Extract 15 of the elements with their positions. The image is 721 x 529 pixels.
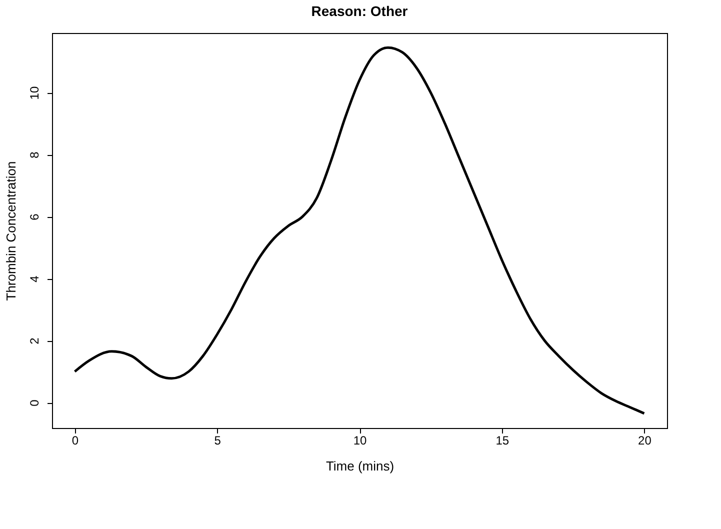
x-tick-label: 10 [353, 434, 367, 448]
x-tick-label: 15 [496, 434, 510, 448]
y-tick-label: 6 [28, 213, 42, 220]
y-axis-title: Thrombin Concentration [4, 161, 18, 301]
line-series [74, 46, 646, 415]
y-tick-label: 10 [28, 86, 42, 100]
x-axis-title: Time (mins) [326, 458, 394, 474]
y-tick-label: 4 [28, 275, 42, 282]
y-tick-label: 2 [28, 337, 42, 344]
chart-title: Reason: Other [311, 3, 408, 19]
x-tick-label: 20 [638, 434, 652, 448]
x-tick-label: 5 [214, 434, 222, 448]
y-tick-label: 0 [28, 399, 42, 406]
x-tick-label: 0 [72, 434, 79, 448]
y-tick-label: 8 [28, 151, 42, 158]
